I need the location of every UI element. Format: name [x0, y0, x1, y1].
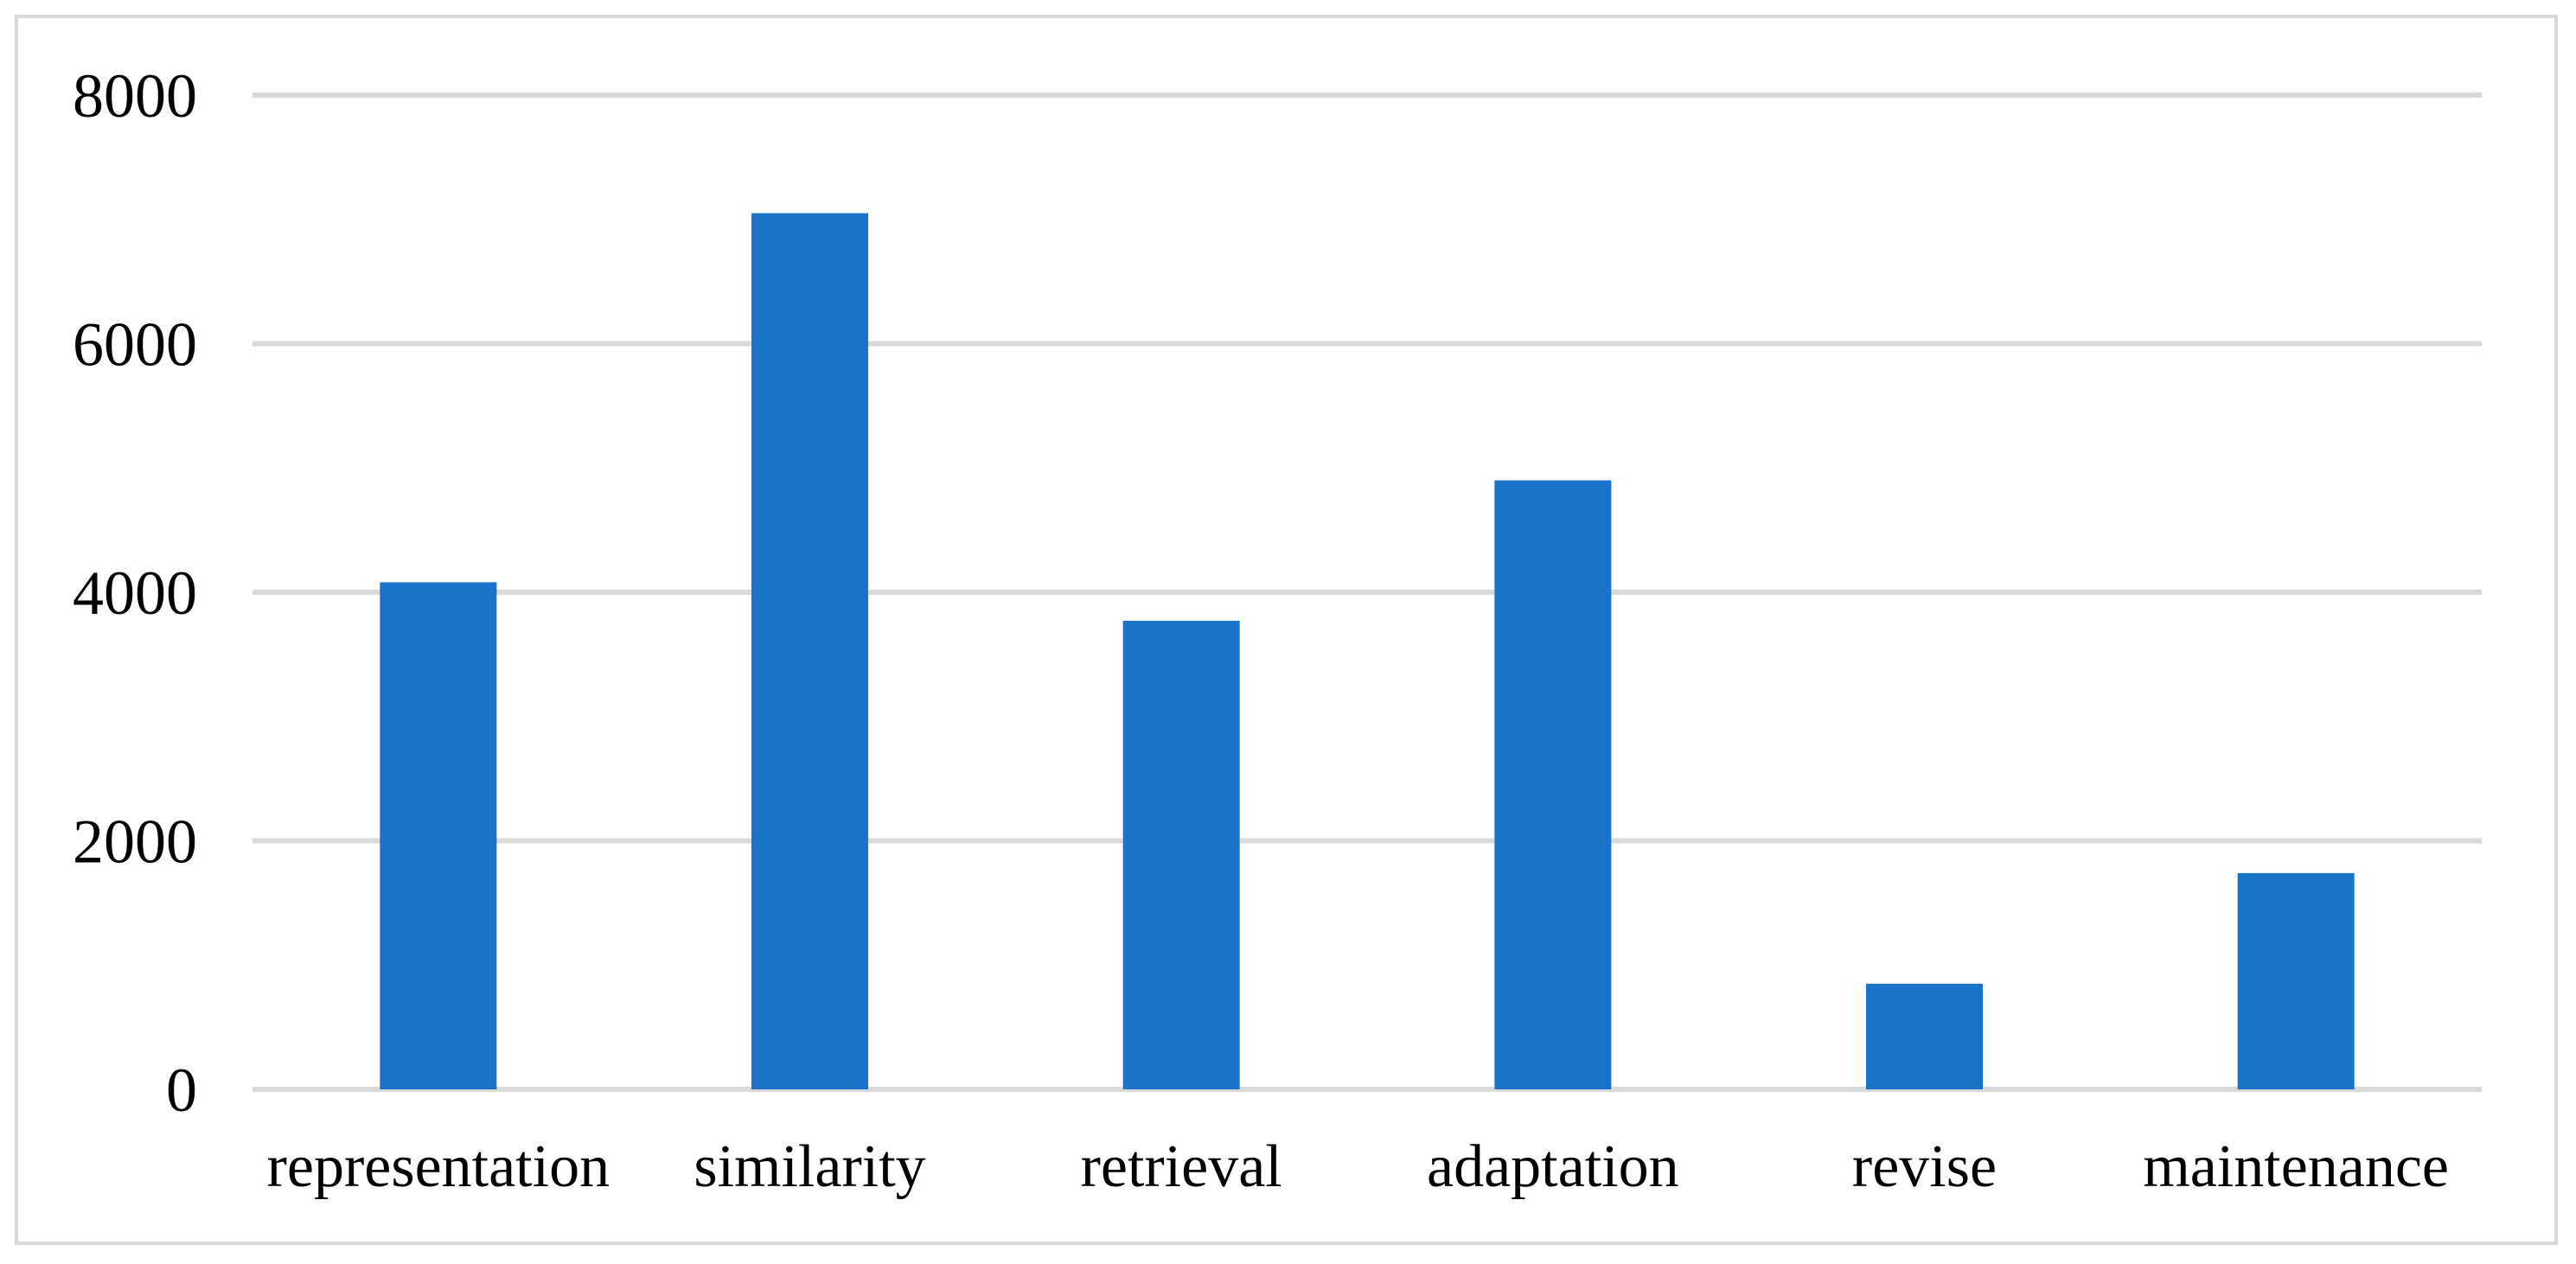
y-tick-label: 8000 [73, 61, 197, 131]
bar-similarity [751, 213, 868, 1089]
bar-retrieval [1122, 621, 1240, 1089]
x-category-label: maintenance [2143, 1133, 2449, 1200]
y-axis-ticks: 0 2000 4000 6000 8000 [73, 61, 197, 1125]
x-category-label: similarity [694, 1133, 925, 1200]
x-category-label: representation [267, 1133, 610, 1200]
y-tick-label: 2000 [73, 808, 197, 877]
gridlines [252, 93, 2482, 1092]
bars [380, 213, 2355, 1089]
y-tick-label: 0 [166, 1056, 197, 1125]
x-category-label: revise [1852, 1133, 1997, 1200]
bar-representation [380, 582, 497, 1089]
bar-maintenance [2237, 872, 2355, 1089]
x-category-label: adaptation [1427, 1133, 1679, 1200]
y-tick-label: 4000 [73, 559, 197, 628]
bar-revise [1866, 983, 1983, 1089]
x-axis-categories: representation similarity retrieval adaptat… [267, 1133, 2449, 1200]
bar-adaptation [1494, 480, 1612, 1089]
y-tick-label: 6000 [73, 310, 197, 380]
x-category-label: retrieval [1081, 1133, 1282, 1200]
